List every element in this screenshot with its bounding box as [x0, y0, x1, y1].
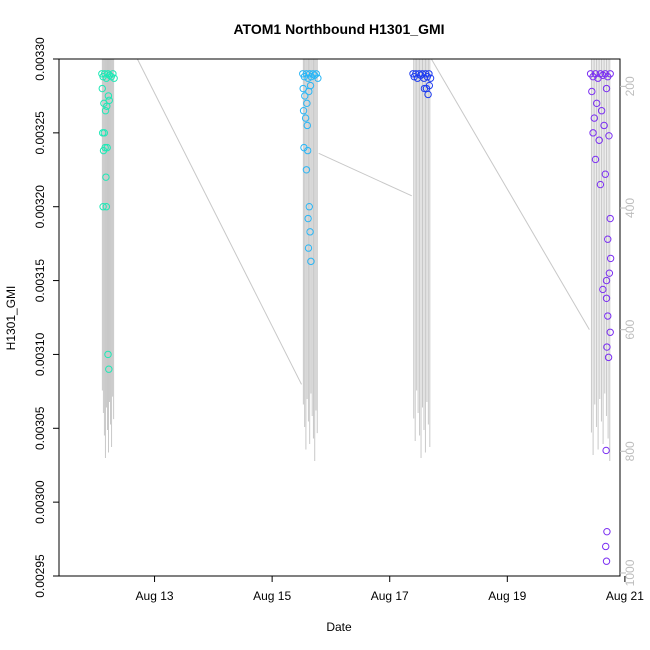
y-axis-label: H1301_GMI: [4, 286, 18, 351]
profile-lines: [101, 58, 611, 462]
data-point: [303, 121, 311, 130]
plot-frame: [58, 58, 621, 577]
data-point: [606, 254, 615, 263]
data-point: [590, 114, 598, 122]
x-axis: Aug 13 Aug 15 Aug 17 Aug 19 Aug 21: [136, 576, 644, 603]
data-point: [98, 84, 106, 93]
data-point: [301, 92, 309, 100]
data-point: [305, 203, 313, 211]
data-point: [425, 70, 433, 78]
data-point: [605, 269, 614, 277]
data-point: [596, 180, 605, 189]
y2-tick-label: 1000: [623, 559, 637, 586]
data-point: [102, 203, 111, 211]
data-point: [602, 294, 611, 302]
data-point: [604, 235, 612, 243]
data-point: [104, 350, 112, 359]
data-point: [425, 81, 434, 90]
y2-tick-label: 400: [623, 198, 637, 218]
data-point: [104, 92, 113, 100]
data-point: [100, 129, 109, 137]
data-point: [589, 129, 597, 137]
y2-tick-label: 200: [623, 76, 637, 96]
data-point: [604, 353, 613, 362]
data-point: [602, 84, 611, 93]
data-point: [105, 365, 113, 373]
data-point: [424, 90, 432, 99]
data-point: [102, 173, 110, 181]
y2-tick-label: 600: [623, 319, 637, 339]
data-point: [595, 136, 603, 144]
data-point: [603, 343, 611, 351]
data-point: [312, 70, 320, 78]
data-points: [98, 70, 615, 565]
y-tick-label: 0.00300: [33, 480, 47, 524]
y-tick-label: 0.00310: [33, 332, 47, 376]
y-tick-label: 0.00330: [33, 37, 47, 81]
data-point: [110, 74, 118, 82]
data-point: [304, 214, 312, 223]
data-point: [302, 166, 311, 174]
data-point: [301, 114, 310, 122]
x-tick-label: Aug 17: [371, 589, 409, 603]
x-tick-label: Aug 13: [136, 589, 174, 603]
x-tick-label: Aug 21: [606, 589, 644, 603]
transit-line: [430, 58, 590, 330]
data-point: [307, 257, 315, 266]
data-point: [593, 99, 601, 108]
data-point: [109, 70, 117, 78]
data-point: [314, 74, 322, 82]
data-point: [597, 107, 606, 115]
y2-axis: 200 400 600 800 1000: [620, 76, 637, 586]
data-point: [602, 557, 611, 565]
data-point: [599, 285, 607, 294]
data-point: [99, 146, 108, 155]
y2-tick-label: 800: [623, 441, 637, 461]
data-point: [602, 542, 610, 551]
data-point: [604, 312, 612, 320]
data-point: [605, 132, 613, 140]
data-point: [591, 70, 600, 78]
data-point: [303, 146, 312, 155]
data-point: [606, 70, 614, 78]
data-point: [309, 70, 317, 78]
data-point: [602, 276, 611, 285]
y-tick-label: 0.00305: [33, 406, 47, 450]
data-point: [603, 527, 611, 536]
x-tick-label: Aug 19: [488, 589, 526, 603]
x-tick-label: Aug 15: [253, 589, 291, 603]
y-axis: 0.00295 0.00300 0.00305 0.00310 0.00315 0.003…: [33, 37, 59, 598]
chart-title: ATOM1 Northbound H1301_GMI: [233, 21, 444, 37]
data-point: [299, 84, 307, 93]
data-point: [426, 74, 435, 82]
data-point: [588, 87, 596, 96]
data-point: [606, 214, 614, 223]
data-point: [591, 155, 600, 164]
data-point: [606, 328, 614, 336]
data-point: [601, 170, 610, 178]
data-point: [303, 99, 311, 108]
y-tick-label: 0.00320: [33, 185, 47, 229]
y-tick-label: 0.00315: [33, 259, 47, 303]
data-point: [304, 244, 313, 252]
data-point: [306, 228, 314, 236]
data-point: [306, 81, 315, 90]
data-point: [600, 121, 608, 130]
data-point: [101, 70, 109, 78]
data-point: [299, 107, 308, 115]
data-point: [105, 96, 113, 105]
y-tick-label: 0.00325: [33, 111, 47, 155]
y-tick-label: 0.00295: [33, 554, 47, 598]
data-point: [99, 203, 107, 211]
data-point: [602, 446, 610, 455]
transit-line: [318, 152, 412, 197]
data-point: [101, 107, 110, 115]
x-axis-label: Date: [326, 620, 352, 634]
transit-line: [136, 58, 302, 385]
